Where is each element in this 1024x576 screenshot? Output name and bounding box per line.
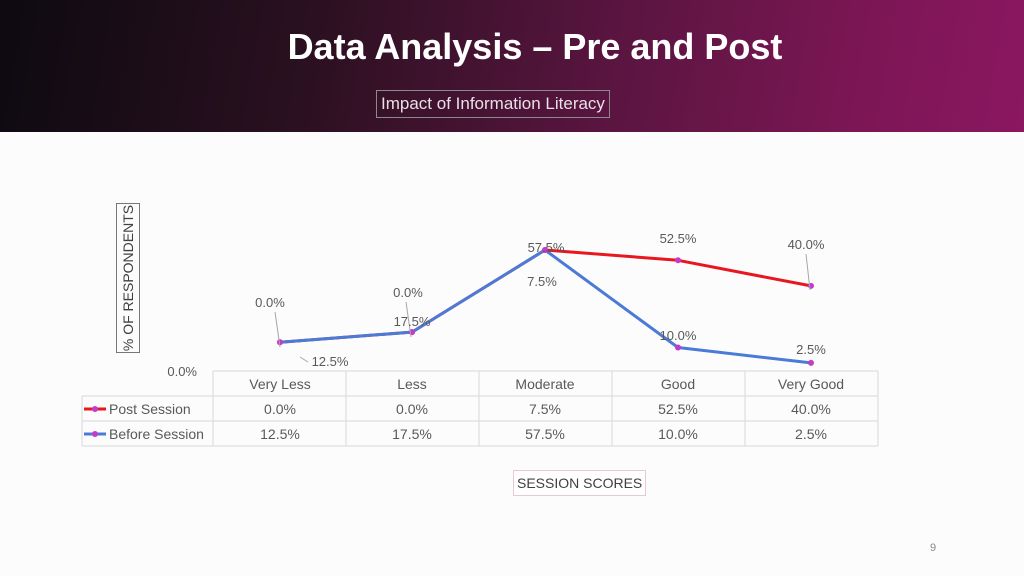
leader-line: [299, 356, 309, 363]
data-point: [277, 339, 283, 346]
y-axis-title-box: % OF RESPONDENTS: [116, 203, 140, 353]
leader-line: [274, 311, 281, 348]
legend-entry: Post Session: [109, 401, 191, 417]
table-cell: 0.0%: [396, 401, 428, 417]
x-tick-label: Very Less: [249, 376, 310, 392]
slide-content: [0, 132, 1024, 576]
data-label: 17.5%: [394, 314, 431, 329]
data-point: [542, 247, 548, 253]
data-label: 2.5%: [796, 342, 826, 357]
table-cell: 17.5%: [392, 426, 432, 442]
table-cell: 10.0%: [658, 426, 698, 442]
x-axis-title: SESSION SCORES: [513, 470, 647, 496]
data-point: [808, 359, 814, 366]
series-line: [279, 248, 812, 344]
y-axis-tick-label: 0.0%: [167, 364, 197, 379]
x-tick-label: Good: [661, 376, 695, 392]
page-number: 9: [930, 542, 937, 554]
leader-line: [805, 253, 811, 291]
data-label: 10.0%: [660, 328, 697, 343]
table-cell: 52.5%: [658, 401, 698, 417]
slide-header: Data Analysis – Pre and Post Impact of I…: [0, 0, 1024, 132]
x-tick-label: Less: [397, 376, 427, 392]
x-tick-label: Moderate: [515, 376, 574, 392]
data-label: 52.5%: [660, 231, 697, 246]
table-cell: 2.5%: [795, 426, 827, 442]
data-label: 57.5%: [528, 240, 565, 255]
legend-entry: Before Session: [109, 426, 204, 442]
data-label: 0.0%: [255, 295, 285, 310]
data-point: [675, 257, 681, 264]
table-cell: 12.5%: [260, 426, 300, 442]
chart-subtitle: Impact of Information Literacy: [376, 90, 610, 118]
legend-marker: [92, 431, 98, 437]
data-point: [675, 344, 681, 351]
table-cell: 0.0%: [264, 401, 296, 417]
data-label: 7.5%: [527, 274, 557, 289]
table-cell: 40.0%: [791, 401, 831, 417]
slide-title: Data Analysis – Pre and Post: [287, 26, 783, 67]
table-cell: 7.5%: [529, 401, 561, 417]
data-label: 40.0%: [788, 237, 825, 252]
x-tick-label: Very Good: [778, 376, 844, 392]
data-label: 0.0%: [393, 285, 423, 300]
leader-line: [405, 301, 412, 338]
data-label: 12.5%: [312, 354, 349, 369]
legend-marker: [92, 406, 98, 412]
series-line: [279, 248, 812, 365]
table-cell: 57.5%: [525, 426, 565, 442]
